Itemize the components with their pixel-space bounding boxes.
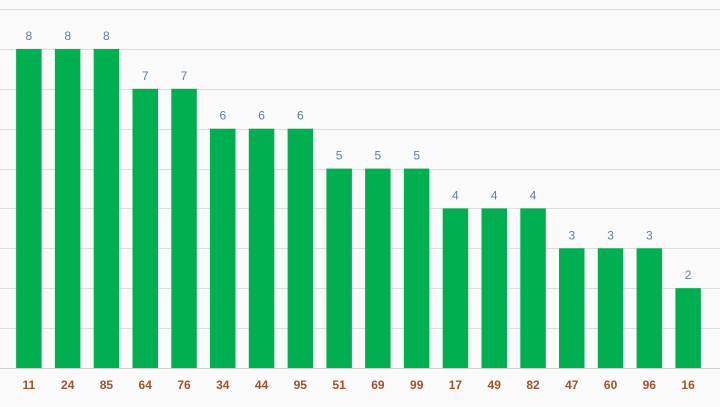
x-tick-label-24: 24: [61, 378, 75, 392]
data-label-99: 5: [413, 149, 420, 163]
bar-44[interactable]: [248, 128, 275, 368]
bar-11[interactable]: [16, 48, 42, 369]
data-label-76: 7: [181, 69, 188, 83]
x-tick-label-51: 51: [332, 378, 346, 392]
bar-64[interactable]: [132, 88, 159, 369]
x-tick-label-99: 99: [410, 378, 424, 392]
bar-95[interactable]: [287, 128, 314, 368]
data-label-96: 3: [646, 228, 653, 242]
x-tick-label-69: 69: [371, 378, 385, 392]
data-label-24: 8: [64, 29, 71, 43]
bar-34[interactable]: [210, 128, 236, 368]
data-label-85: 8: [103, 29, 110, 43]
bar-49[interactable]: [481, 208, 508, 368]
x-tick-label-47: 47: [565, 378, 579, 392]
x-tick-label-34: 34: [216, 378, 230, 392]
bar-16[interactable]: [675, 288, 701, 368]
bar-47[interactable]: [559, 248, 585, 368]
bar-85[interactable]: [93, 48, 120, 369]
x-tick-label-64: 64: [139, 378, 153, 392]
x-tick-label-96: 96: [643, 378, 657, 392]
bar-69[interactable]: [365, 168, 391, 368]
data-label-44: 6: [258, 109, 265, 123]
x-tick-label-44: 44: [255, 378, 269, 392]
bar-99[interactable]: [403, 168, 430, 368]
data-labels: 8 8 8 7 7 6 6 6 5 5 5 4 4 4 3 3 3 2: [26, 29, 692, 282]
x-tick-label-76: 76: [177, 378, 191, 392]
data-label-69: 5: [375, 149, 382, 163]
data-label-16: 2: [685, 268, 692, 282]
grid-lines: [0, 9, 720, 369]
bar-17[interactable]: [442, 208, 469, 368]
data-label-95: 6: [297, 109, 304, 123]
x-tick-label-11: 11: [23, 378, 36, 392]
bar-24[interactable]: [54, 48, 81, 369]
x-tick-label-16: 16: [681, 378, 695, 392]
x-tick-label-60: 60: [604, 378, 618, 392]
x-tick-label-49: 49: [488, 378, 502, 392]
x-axis-tick-labels: 11 24 85 64 76 34 44 95 51 69 99 17 49 82 47 60 96 16: [23, 378, 696, 392]
data-label-82: 4: [530, 188, 537, 202]
x-tick-label-17: 17: [449, 378, 463, 392]
data-label-51: 5: [336, 149, 343, 163]
data-label-64: 7: [142, 69, 149, 83]
data-label-60: 3: [607, 228, 614, 242]
bar-96[interactable]: [636, 248, 663, 368]
data-label-49: 4: [491, 188, 498, 202]
bar-82[interactable]: [520, 208, 546, 368]
data-label-17: 4: [452, 188, 459, 202]
bar-51[interactable]: [326, 168, 352, 368]
data-label-11: 8: [26, 29, 33, 43]
bar-76[interactable]: [171, 88, 197, 369]
x-tick-label-95: 95: [294, 378, 308, 392]
x-tick-label-82: 82: [526, 378, 540, 392]
bar-60[interactable]: [597, 248, 624, 368]
data-label-47: 3: [568, 228, 575, 242]
bars: [16, 48, 701, 369]
x-tick-label-85: 85: [100, 378, 114, 392]
data-label-34: 6: [219, 109, 226, 123]
